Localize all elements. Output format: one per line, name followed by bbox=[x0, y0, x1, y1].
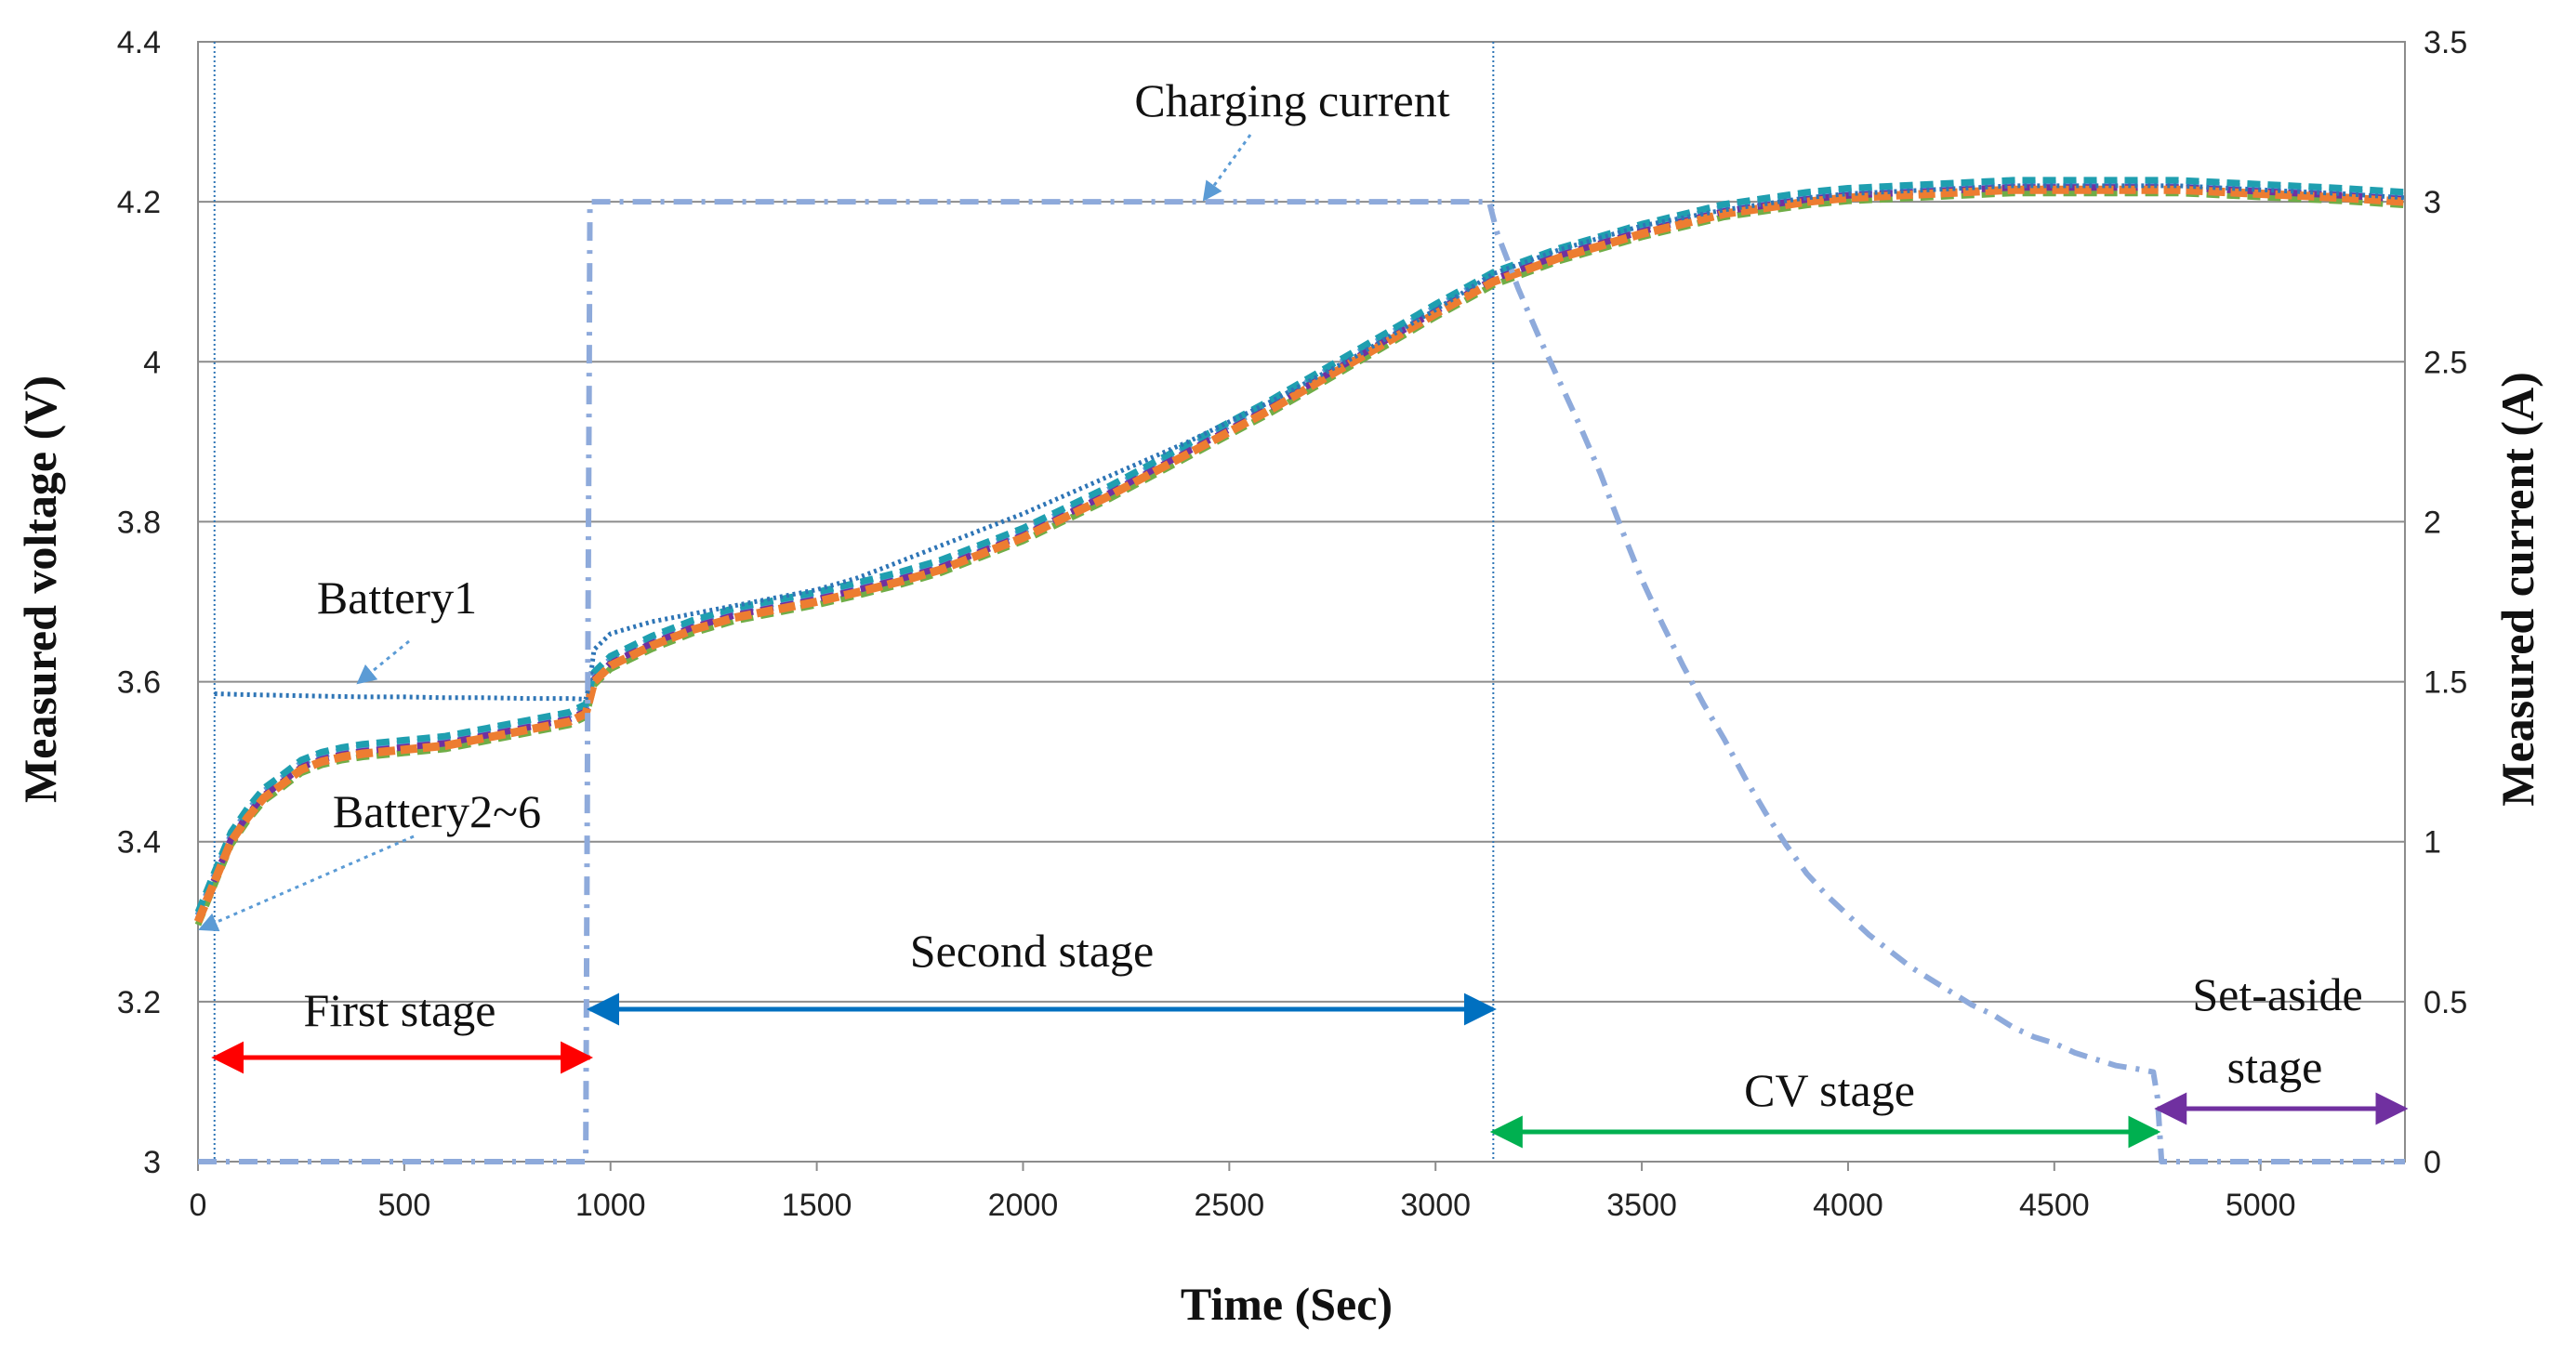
stage-markers bbox=[213, 42, 1495, 1162]
x-tick-label: 2500 bbox=[1195, 1188, 1265, 1223]
set-aside-label: Set-aside bbox=[2192, 968, 2362, 1020]
set-aside-stage-label: stage bbox=[2227, 1041, 2323, 1093]
battery2-6-line bbox=[194, 177, 2406, 914]
battery1-label: Battery1 bbox=[317, 572, 477, 624]
x-tick-label: 3500 bbox=[1606, 1188, 1677, 1223]
x-tick-label: 4000 bbox=[1813, 1188, 1883, 1223]
callout-arrow bbox=[198, 835, 415, 932]
y-left-tick-label: 4.4 bbox=[117, 25, 161, 60]
data-series bbox=[193, 177, 2406, 1164]
y-right-tick-label: 1.5 bbox=[2424, 665, 2467, 701]
x-tick-label: 2000 bbox=[988, 1188, 1059, 1223]
y-right-tick-label: 1 bbox=[2424, 825, 2441, 861]
first-stage-label: First stage bbox=[304, 984, 496, 1036]
y-left-tick-label: 3.6 bbox=[117, 665, 161, 701]
x-axis-title: Time (Sec) bbox=[1181, 1278, 1393, 1330]
cv-stage-label: CV stage bbox=[1744, 1064, 1915, 1116]
callout-arrow bbox=[356, 639, 410, 685]
x-tick-label: 3000 bbox=[1400, 1188, 1471, 1223]
y-left-tick-label: 3.8 bbox=[117, 505, 161, 540]
y-left-tick-label: 3.4 bbox=[117, 825, 161, 861]
grid-lines bbox=[197, 41, 2406, 1163]
x-tick-label: 1500 bbox=[782, 1188, 852, 1223]
x-tick-label: 500 bbox=[378, 1188, 431, 1223]
second-stage-label: Second stage bbox=[910, 925, 1154, 977]
battery2-6-line bbox=[193, 185, 2406, 924]
battery2-6-label: Battery2~6 bbox=[333, 785, 541, 837]
x-tick-label: 1000 bbox=[575, 1188, 646, 1223]
annotations: Charging current Battery1 Battery2~6 First … bbox=[198, 74, 2409, 1149]
plot-frame bbox=[197, 41, 2406, 1163]
y-right-tick-label: 3 bbox=[2424, 185, 2441, 220]
axis-ticks: 3 3.2 3.4 3.6 3.8 4 4.2 4.4 0 0.5 1 1.5 2 2.5 3 3.5 0 500… bbox=[117, 25, 2468, 1223]
battery1-line bbox=[214, 183, 2406, 702]
y-left-tick-label: 4 bbox=[143, 345, 161, 380]
y-left-tick-label: 4.2 bbox=[117, 185, 161, 220]
y-right-tick-label: 0.5 bbox=[2424, 985, 2467, 1020]
y-right-tick-label: 0 bbox=[2424, 1145, 2441, 1180]
charging-current-label: Charging current bbox=[1134, 74, 1449, 126]
y-axis-left-title: Measured voltage (V) bbox=[14, 375, 66, 803]
y-right-tick-label: 3.5 bbox=[2424, 25, 2467, 60]
y-axis-right-title: Measured current (A) bbox=[2491, 372, 2543, 806]
x-tick-label: 5000 bbox=[2226, 1188, 2296, 1223]
y-left-tick-label: 3.2 bbox=[117, 985, 161, 1020]
x-tick-label: 0 bbox=[190, 1188, 207, 1223]
y-left-tick-label: 3 bbox=[143, 1145, 161, 1180]
y-right-tick-label: 2 bbox=[2424, 505, 2441, 540]
callout-arrow bbox=[1202, 134, 1252, 202]
y-right-tick-label: 2.5 bbox=[2424, 345, 2467, 380]
charging-current-line bbox=[198, 199, 2405, 1164]
x-tick-label: 4500 bbox=[2019, 1188, 2090, 1223]
